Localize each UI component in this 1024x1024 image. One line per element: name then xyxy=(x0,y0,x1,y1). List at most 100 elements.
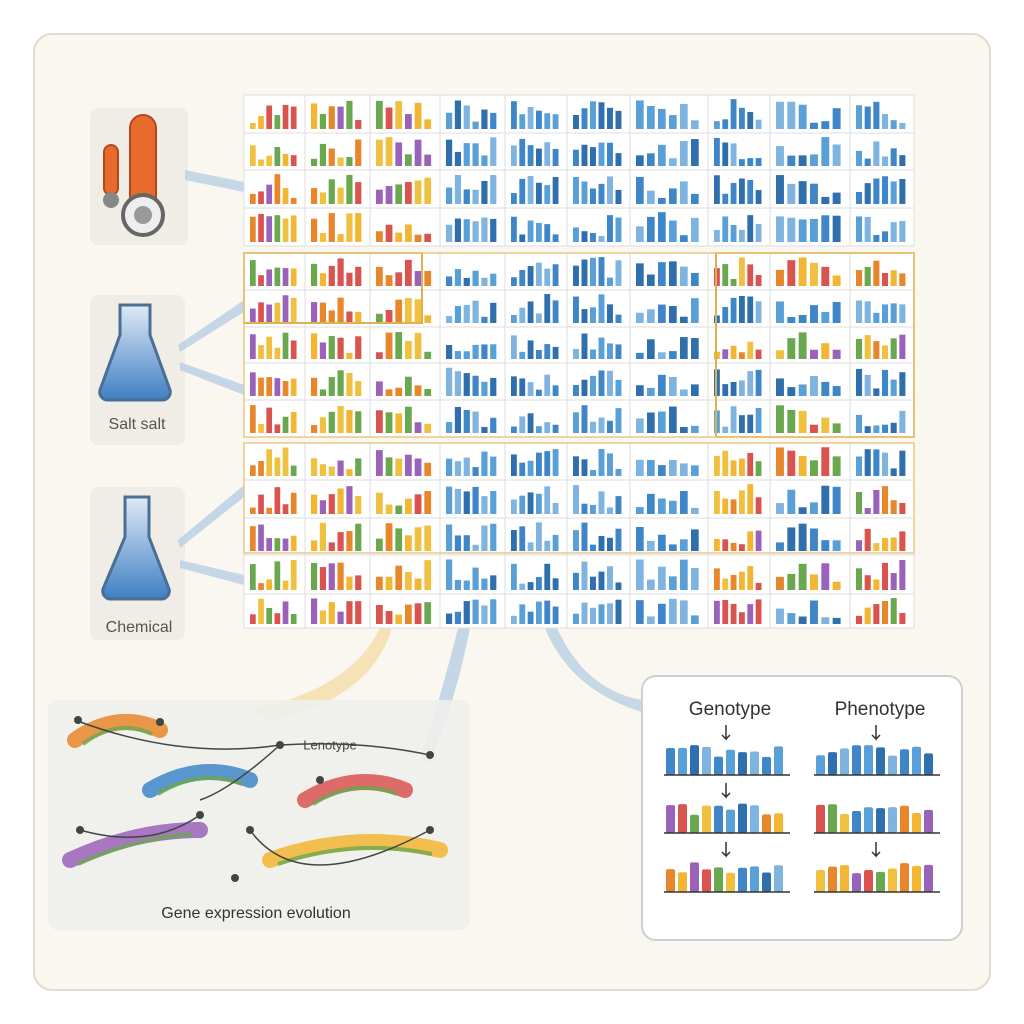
mini-bar xyxy=(446,276,453,286)
mini-bar xyxy=(454,579,462,590)
mini-bar xyxy=(776,576,784,590)
arrow xyxy=(871,842,881,858)
mini-bar xyxy=(636,385,644,396)
mini-bar xyxy=(472,599,479,624)
mini-bar xyxy=(446,224,453,242)
mini-bar xyxy=(615,379,622,396)
mini-bar xyxy=(714,175,720,204)
mini-bar xyxy=(337,258,344,286)
mini-bar xyxy=(519,526,526,551)
mini-bar xyxy=(722,426,729,433)
mini-bar xyxy=(607,304,613,323)
mini-bar xyxy=(355,575,362,590)
mini-bar xyxy=(658,197,666,204)
mini-bar xyxy=(864,335,871,359)
mini-bar xyxy=(821,540,830,551)
mini-bar xyxy=(385,457,393,476)
comparison-bar xyxy=(666,805,675,833)
mini-bar xyxy=(856,568,863,590)
mini-bar xyxy=(787,527,796,551)
mini-bar xyxy=(346,213,353,242)
mini-bar xyxy=(395,101,403,129)
comparison-bar xyxy=(666,748,675,775)
comparison-bar xyxy=(924,809,933,833)
panel-title: Genotype xyxy=(689,699,771,720)
mini-bar xyxy=(821,563,830,590)
mini-bar xyxy=(446,422,453,433)
mini-bar xyxy=(890,598,897,624)
mini-bar xyxy=(573,572,579,590)
node-dot xyxy=(231,874,239,882)
mini-bar xyxy=(385,332,393,359)
mini-bar xyxy=(463,105,470,129)
mini-bar xyxy=(714,121,720,129)
node-dot xyxy=(276,741,284,749)
mini-bar xyxy=(798,181,807,204)
mini-bar xyxy=(636,226,644,242)
mini-bar xyxy=(414,139,422,166)
comparison-bar xyxy=(702,805,711,833)
mini-bar xyxy=(647,190,655,204)
mini-bar xyxy=(355,601,362,624)
mini-bar xyxy=(536,493,542,514)
mini-bar xyxy=(899,410,906,433)
comparison-bar xyxy=(864,807,873,833)
mini-bar xyxy=(669,115,677,129)
mini-bar xyxy=(311,425,318,433)
mini-bar xyxy=(544,294,551,323)
mini-bar xyxy=(395,142,403,166)
mini-bar xyxy=(882,452,889,476)
mini-bar xyxy=(776,146,784,166)
mini-bar xyxy=(730,542,737,551)
mini-bar xyxy=(899,304,906,323)
mini-bar xyxy=(463,580,470,590)
mini-bar xyxy=(739,257,745,286)
mini-bar xyxy=(722,599,729,624)
mini-bar xyxy=(446,613,453,624)
mini-bar xyxy=(490,599,497,624)
comparison-bar xyxy=(738,752,747,775)
mini-bar xyxy=(376,313,383,323)
mini-bar xyxy=(328,602,335,624)
mini-bar xyxy=(882,156,889,166)
mini-bar xyxy=(311,458,318,476)
mini-bar xyxy=(405,406,412,433)
node-dot xyxy=(426,751,434,759)
mini-bar xyxy=(882,538,889,551)
mini-bar xyxy=(647,309,655,323)
mini-bar xyxy=(446,486,453,514)
mini-bar xyxy=(776,608,784,624)
mini-bar xyxy=(581,259,588,286)
mini-bar xyxy=(658,374,666,396)
mini-bar xyxy=(680,389,688,396)
comparison-bar xyxy=(840,865,849,892)
mini-bar xyxy=(882,486,889,514)
mini-bar xyxy=(776,301,784,323)
mini-bar xyxy=(832,617,841,624)
mini-bar xyxy=(856,540,863,551)
mini-bar xyxy=(290,106,297,129)
input-label: Salt salt xyxy=(109,416,166,433)
comparison-bar xyxy=(678,872,687,892)
mini-bar xyxy=(607,107,613,129)
mini-bar xyxy=(481,316,488,323)
mini-bar xyxy=(376,139,383,166)
mini-bar xyxy=(730,574,737,590)
mini-bar xyxy=(647,540,655,551)
mini-bar xyxy=(490,377,497,396)
mini-bar xyxy=(536,182,542,204)
mini-bar xyxy=(536,601,542,624)
mini-bar xyxy=(890,537,897,551)
mini-bar xyxy=(890,222,897,242)
mini-bar xyxy=(615,217,622,242)
mini-bar xyxy=(395,232,403,242)
mini-bar xyxy=(346,156,353,166)
mini-bar xyxy=(714,455,720,476)
mini-bar xyxy=(607,420,613,433)
mini-bar xyxy=(395,505,403,514)
mini-bar xyxy=(511,314,517,323)
mini-bar xyxy=(536,148,542,166)
mini-bar xyxy=(747,566,754,590)
comparison-bar xyxy=(924,753,933,775)
mini-bar xyxy=(346,531,353,551)
